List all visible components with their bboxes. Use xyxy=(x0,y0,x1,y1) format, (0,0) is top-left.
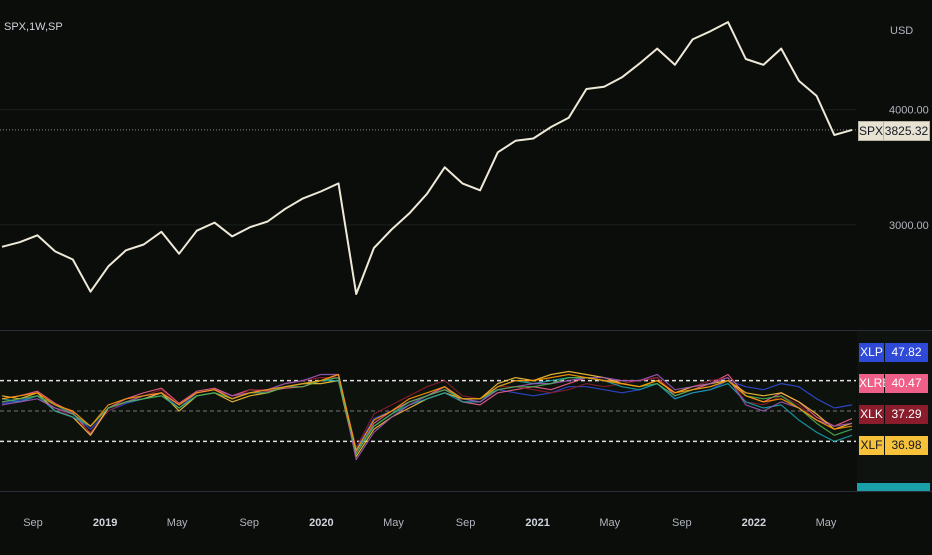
indicator-chart[interactable] xyxy=(0,331,932,491)
indicator-tag-value: 47.82 xyxy=(885,343,928,362)
last-price-value-label: 3825.32 xyxy=(883,120,930,141)
indicator-series-line-7 xyxy=(1,373,853,452)
time-axis-labels: Sep 2019 May Sep 2020 May Sep 2021 May Sep 2022 May xyxy=(23,517,837,529)
indicator-tag-xlf: XLF 36.98 xyxy=(859,436,928,455)
indicator-tag-name: XLP xyxy=(859,343,884,362)
y-tick-label-1: 3000.00 xyxy=(889,220,929,232)
time-tick-label-1: 2019 xyxy=(93,517,117,529)
indicator-tag-value: 36.98 xyxy=(885,436,928,455)
indicator-tag-xlk: XLK 37.29 xyxy=(859,405,928,424)
indicator-tag-xlp: XLP 47.82 xyxy=(859,343,928,362)
time-tick-label-8: May xyxy=(599,517,620,529)
symbol-title: SPX,1W,SP xyxy=(4,21,63,33)
price-chart[interactable]: USD 4000.00 3000.00 xyxy=(0,0,932,330)
last-price-symbol-label: SPX xyxy=(858,120,884,141)
time-tick-label-2: May xyxy=(167,517,188,529)
time-tick-label-9: Sep xyxy=(672,517,692,529)
time-tick-label-4: 2020 xyxy=(309,517,333,529)
indicator-tag-name: XLF xyxy=(859,436,884,455)
indicator-tag-xlre: XLRE 40.47 xyxy=(859,374,928,393)
indicator-tag-value: 40.47 xyxy=(885,374,928,393)
time-tick-label-7: 2021 xyxy=(525,517,549,529)
pane-separator[interactable] xyxy=(0,330,932,331)
time-tick-label-5: May xyxy=(383,517,404,529)
series-line-spx xyxy=(1,21,853,295)
price-pane[interactable]: USD 4000.00 3000.00 SPX,1W,SP SPX 3825.32 xyxy=(0,0,932,330)
indicator-teal-tag xyxy=(857,483,930,491)
y-axis-unit-label: USD xyxy=(890,25,913,37)
time-tick-label-10: 2022 xyxy=(742,517,766,529)
time-axis-separator xyxy=(0,491,932,492)
indicator-tag-name: XLRE xyxy=(859,374,890,393)
time-tick-label-11: May xyxy=(816,517,837,529)
indicator-tag-value: 37.29 xyxy=(885,405,928,424)
time-axis[interactable]: Sep 2019 May Sep 2020 May Sep 2021 May Sep 2022 May xyxy=(0,492,932,550)
time-tick-label-3: Sep xyxy=(239,517,259,529)
indicator-tag-name: XLK xyxy=(859,405,884,424)
indicator-pane[interactable]: XLP 47.82 XLRE 40.47 XLK 37.29 XLF 36.98 xyxy=(0,331,932,491)
time-tick-label-0: Sep xyxy=(23,517,43,529)
y-tick-label-0: 4000.00 xyxy=(889,105,929,117)
time-tick-label-6: Sep xyxy=(456,517,476,529)
